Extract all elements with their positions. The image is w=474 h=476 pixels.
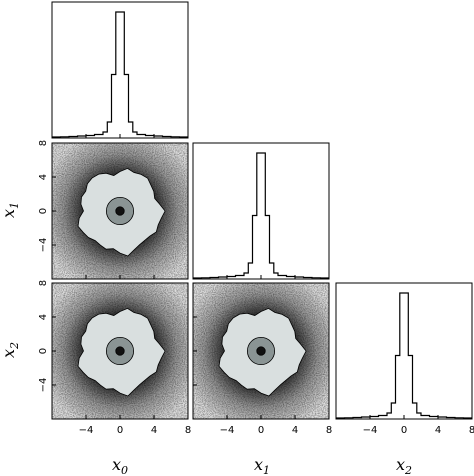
hist-frame-2 [335, 282, 473, 420]
hist-frame-0 [51, 1, 189, 139]
xtick-label-0-2: 4 [151, 425, 157, 436]
ytick-label-2-3: 8 [38, 280, 49, 286]
xlabel-x1: x1 [254, 455, 270, 476]
xtick-label-1-1: 0 [258, 425, 264, 436]
density-panel-1-0 [51, 142, 189, 280]
xtick-label-0-3: 8 [185, 425, 191, 436]
ylabel-x2: x2 [0, 342, 21, 358]
density-panel-2-0 [51, 282, 189, 420]
xtick-label-1-3: 8 [326, 425, 332, 436]
ytick-label-2-1: 0 [38, 348, 49, 354]
xlabel-x0: x0 [112, 455, 128, 476]
xtick-label-2-1: 0 [401, 425, 407, 436]
hist-panel-2 [335, 282, 473, 420]
xlabel-x2: x2 [396, 455, 412, 476]
hist-step-1 [193, 152, 329, 279]
xtick-label-0-1: 0 [117, 425, 123, 436]
xtick-label-1-2: 4 [292, 425, 298, 436]
contour-inner [115, 206, 125, 216]
hist-panel-0 [51, 1, 189, 139]
density-panel-2-1 [192, 282, 330, 420]
ytick-label-2-0: −4 [38, 378, 49, 393]
ytick-label-1-1: 0 [38, 208, 49, 214]
ytick-label-1-3: 8 [38, 140, 49, 146]
hist-step-0 [52, 11, 188, 138]
xtick-label-2-2: 4 [435, 425, 441, 436]
hist-frame-1 [192, 142, 330, 280]
contour-inner [256, 346, 266, 356]
hist-panel-1 [192, 142, 330, 280]
ytick-label-1-0: −4 [38, 238, 49, 253]
ytick-label-2-2: 4 [38, 314, 49, 320]
ytick-label-1-2: 4 [38, 174, 49, 180]
xtick-label-2-0: −4 [363, 425, 378, 436]
xtick-label-1-0: −4 [220, 425, 235, 436]
xtick-label-2-3: 8 [469, 425, 474, 436]
hist-step-2 [336, 292, 472, 419]
ylabel-x1: x1 [0, 202, 21, 218]
contour-inner [115, 346, 125, 356]
xtick-label-0-0: −4 [79, 425, 94, 436]
